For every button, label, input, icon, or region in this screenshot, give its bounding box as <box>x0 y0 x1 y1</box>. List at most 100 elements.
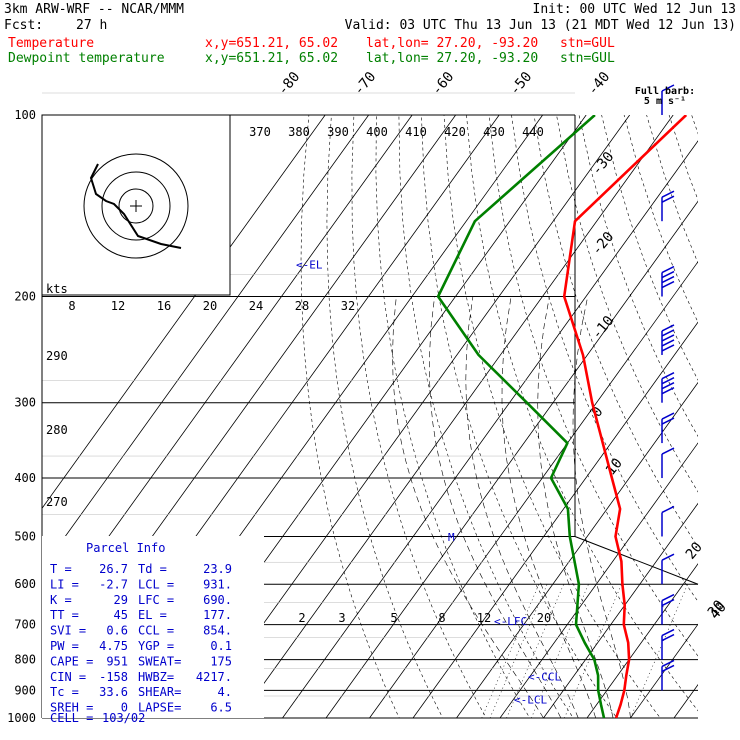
parcel-key: Tc = <box>50 685 79 699</box>
pressure-label: 900 <box>14 683 36 697</box>
mixing-ratio-label: 12 <box>477 611 491 625</box>
parcel-value: 0 <box>121 701 128 715</box>
mixing-ratio-line <box>531 584 589 718</box>
parcel-value: -2.7 <box>99 577 128 591</box>
parcel-value: 33.6 <box>99 685 128 699</box>
hodograph-ring-label: 12 <box>111 299 125 313</box>
parcel-key: SHEAR= <box>138 685 181 699</box>
full-barb-label: Full barb: <box>635 86 695 97</box>
dry-adiabat-line <box>668 115 698 201</box>
hodograph-ring-label: 16 <box>157 299 171 313</box>
dry-adiabat-line <box>421 115 618 718</box>
theta-label: 430 <box>483 125 505 139</box>
hodograph-ring-label: 32 <box>341 299 355 313</box>
station-dew: stn=GUL <box>560 51 615 66</box>
dry-adiabat-line <box>443 115 661 718</box>
isotherm-line <box>238 115 674 718</box>
dry-adiabat-line <box>533 115 698 548</box>
pressure-label: 500 <box>14 529 36 543</box>
isotherm-line <box>369 261 698 718</box>
hodograph-unit: kts <box>46 282 68 296</box>
parcel-key: T = <box>50 562 72 576</box>
dry-adiabat-line <box>466 115 698 712</box>
isotherm-label: -10 <box>589 313 618 343</box>
wind-barb-flag <box>661 553 675 561</box>
isotherm-line <box>42 115 326 509</box>
dewpoint-legend: Dewpoint temperature <box>8 51 165 66</box>
theta-label: 410 <box>405 125 427 139</box>
moist-adiabat-line <box>501 296 596 718</box>
theta-label: 420 <box>444 125 466 139</box>
isotherm-line <box>718 115 740 718</box>
mixing-ratio-line <box>630 584 688 718</box>
hodograph-ring <box>118 188 154 224</box>
wind-barb-flag <box>661 417 675 425</box>
isotherm-line <box>586 563 698 718</box>
wind-barb-flag <box>661 324 675 332</box>
pressure-label: 100 <box>14 108 36 122</box>
dry-adiabat-line <box>375 115 531 718</box>
isotherm-line <box>673 683 698 718</box>
isotherm-label: -60 <box>429 69 458 99</box>
pressure-label: 600 <box>14 577 36 591</box>
pressure-label: 700 <box>14 618 36 632</box>
wind-barb-flag <box>661 598 675 607</box>
model-title: 3km ARW-WRF -- NCAR/MMM <box>4 2 185 17</box>
parcel-value: 177. <box>203 608 232 622</box>
theta-label: 290 <box>46 349 68 363</box>
dry-adiabat-line <box>300 115 400 718</box>
theta-label: 370 <box>249 125 271 139</box>
valid-time: Valid: 03 UTC Thu 13 Jun 13 (21 MDT Wed … <box>344 18 736 33</box>
parcel-key: SWEAT= <box>138 654 181 668</box>
latlon-readout-temp: lat,lon= 27.20, -93.20 <box>366 36 539 51</box>
parcel-key: SVI = <box>50 624 86 638</box>
level-annotation: <-LFC <box>494 615 527 628</box>
wind-barb-flag <box>661 190 675 198</box>
parcel-info-box: Parcel Info T = 26.7 Td = 23.9 LI = -2.7 LCL =… <box>42 536 264 725</box>
mixing-ratio-label: 8 <box>438 611 445 625</box>
isotherm-line <box>412 321 698 718</box>
dry-adiabat-line <box>398 115 574 718</box>
wind-barb-flag <box>661 195 675 203</box>
isotherm-label: -80 <box>275 69 304 99</box>
level-annotation: <-LCL <box>514 693 547 706</box>
pressure-label: 800 <box>14 653 36 667</box>
isotherm-line <box>282 140 698 718</box>
parcel-key: EL = <box>138 608 167 622</box>
parcel-key: HWBZ= <box>138 670 174 684</box>
dry-adiabat-line <box>351 115 487 718</box>
isotherm-line <box>499 442 698 718</box>
isotherm-label: -40 <box>585 69 614 99</box>
mixing-ratio-label: 3 <box>338 611 345 625</box>
mixing-ratio-line <box>481 584 540 718</box>
theta-label: 380 <box>288 125 310 139</box>
moist-adiabat-line <box>392 296 544 718</box>
wind-barb-flag <box>661 628 675 637</box>
parcel-key: LCL = <box>138 577 174 591</box>
hodograph-ring <box>101 171 171 241</box>
wind-barb-flag <box>661 339 675 347</box>
dry-adiabat-line <box>623 115 698 323</box>
parcel-value: 951 <box>106 654 128 668</box>
wind-barb-flag <box>661 275 675 284</box>
parcel-key: YGP = <box>138 639 174 653</box>
parcel-value: 931. <box>203 577 232 591</box>
parcel-value: -158 <box>99 670 128 684</box>
wind-barb-flag <box>661 633 675 642</box>
parcel-value: 45 <box>114 608 128 622</box>
parcel-key: SREH = <box>50 701 93 715</box>
parcel-key: Td = <box>138 562 167 576</box>
dry-adiabat-line <box>714 115 740 731</box>
cell-value: 103/02 <box>102 711 145 725</box>
isotherm-line <box>42 115 369 570</box>
parcel-key: LFC = <box>138 593 174 607</box>
freezing-level-marker: M <box>448 531 455 544</box>
parcel-key: TT = <box>50 608 79 622</box>
pressure-label: 300 <box>14 396 36 410</box>
parcel-value: 23.9 <box>203 562 232 576</box>
parcel-key: CAPE = <box>50 654 93 668</box>
parcel-value: 690. <box>203 593 232 607</box>
hodograph-trace <box>89 163 182 249</box>
right-axis-slant <box>574 536 699 585</box>
pressure-label: 1000 <box>7 711 36 725</box>
